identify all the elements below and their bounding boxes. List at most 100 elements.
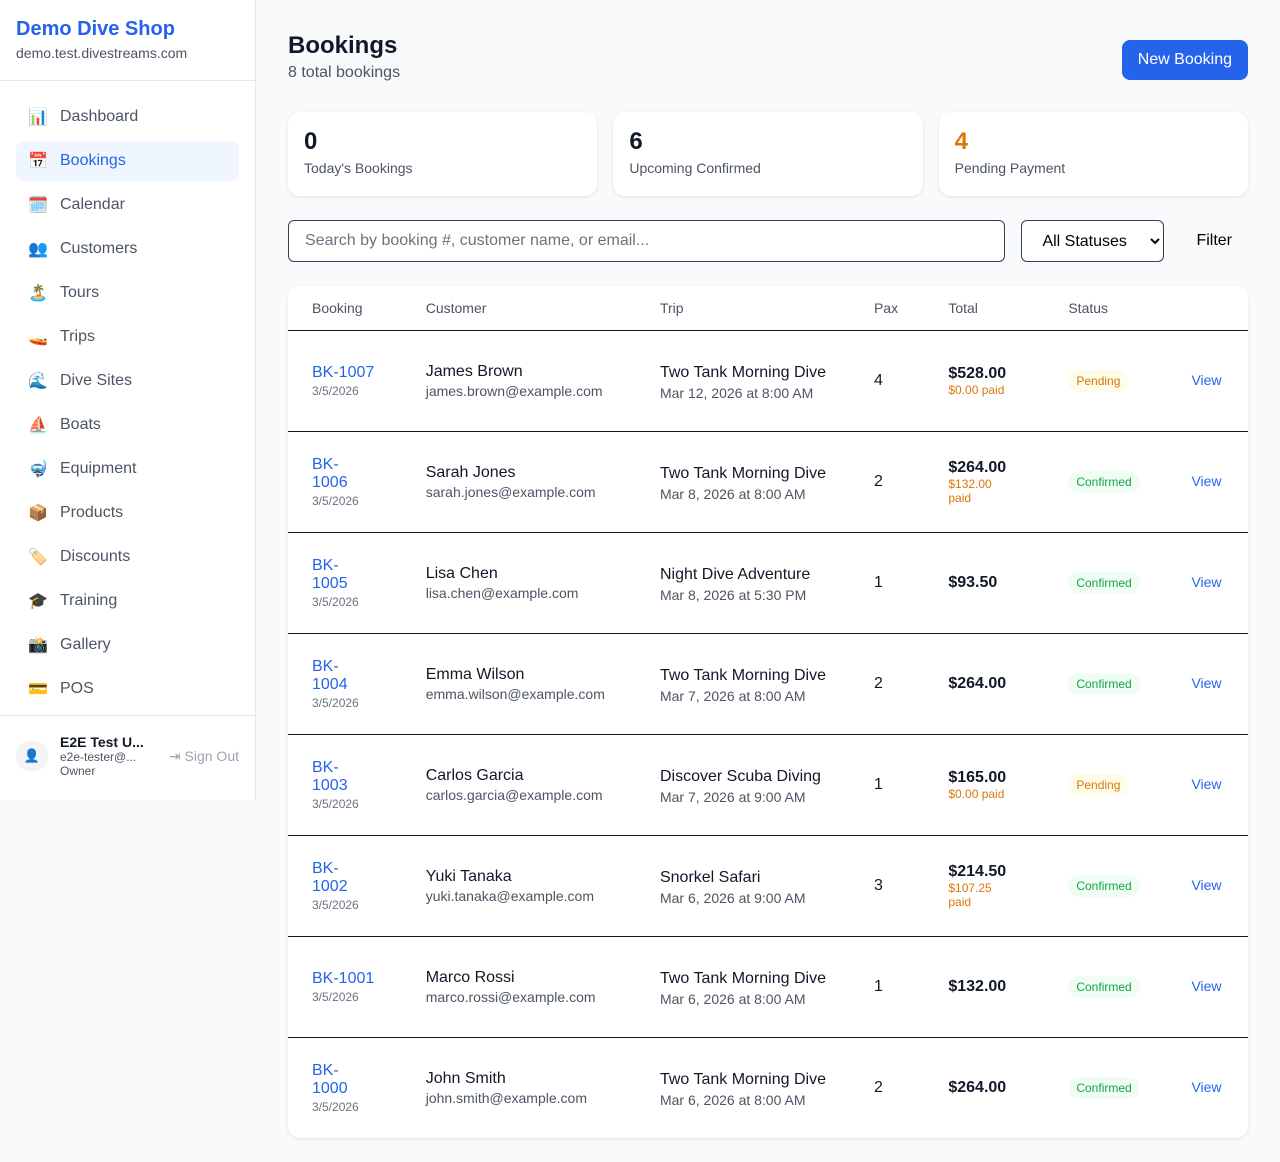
customer-name: James Brown: [425, 362, 523, 380]
view-link[interactable]: View: [1191, 371, 1222, 388]
user-icon: 👤: [16, 740, 48, 772]
training-icon: 🎓: [28, 593, 48, 610]
stats-row: 0 Today's Bookings 6 Upcoming Confirmed 4 Pen…: [288, 112, 1248, 196]
sidebar-item-gallery[interactable]: 📸 Gallery: [16, 625, 239, 665]
trip-name: Night Dive Adventure: [659, 565, 811, 583]
booking-id-link[interactable]: BK-1001: [312, 969, 375, 987]
sidebar-item-dashboard[interactable]: 📊 Dashboard: [16, 97, 239, 137]
view-link[interactable]: View: [1191, 573, 1222, 590]
sidebar-item-products[interactable]: 📦 Products: [16, 493, 239, 533]
booking-id-link[interactable]: BK-1003: [312, 758, 348, 794]
trip-date: Mar 12, 2026 at 8:00 AM: [659, 384, 814, 401]
sidebar-item-label: POS: [60, 680, 94, 697]
paid-amount: $107.25 paid: [948, 880, 992, 909]
sidebar-item-label: Bookings: [60, 152, 126, 169]
pax: 2: [849, 431, 925, 533]
status-badge: Confirmed: [1068, 571, 1140, 594]
sidebar-item-label: Calendar: [60, 196, 125, 213]
stat-label: Upcoming Confirmed: [629, 160, 761, 176]
customer-name: Lisa Chen: [425, 564, 498, 582]
customers-icon: 👥: [28, 241, 48, 258]
view-link[interactable]: View: [1191, 1078, 1222, 1095]
total: $528.00: [948, 364, 1007, 382]
status-select[interactable]: All Statuses: [1021, 220, 1165, 262]
table-row: BK-1005 3/5/2026 Lisa Chen lisa.chen@examp…: [288, 532, 1248, 634]
paid-amount: $132.00 paid: [948, 476, 992, 505]
sidebar-item-boats[interactable]: ⛵ Boats: [16, 405, 239, 445]
sidebar-item-dive-sites[interactable]: 🌊 Dive Sites: [16, 361, 239, 401]
column-header: Status: [1044, 286, 1168, 331]
trip-date: Mar 8, 2026 at 5:30 PM: [659, 586, 807, 603]
sign-out-icon: ⇥: [168, 747, 185, 764]
sidebar-item-trips[interactable]: 🚤 Trips: [16, 317, 239, 357]
booking-id-link[interactable]: BK-1004: [312, 657, 348, 693]
trip-name: Two Tank Morning Dive: [659, 464, 826, 482]
sidebar-item-discounts[interactable]: 🏷️ Discounts: [16, 537, 239, 577]
new-booking-button[interactable]: New Booking: [1121, 40, 1248, 80]
filter-button[interactable]: Filter: [1180, 232, 1248, 250]
booking-id-link[interactable]: BK-1007: [312, 363, 375, 381]
customer-email: yuki.tanaka@example.com: [425, 887, 594, 904]
sidebar-item-label: Equipment: [60, 460, 137, 477]
booking-date: 3/5/2026: [312, 383, 359, 398]
trip-date: Mar 6, 2026 at 8:00 AM: [659, 990, 806, 1007]
total: $264.00: [948, 674, 1007, 692]
bookings-table: Booking Customer Trip Pax Total Status BK-100…: [288, 286, 1248, 1138]
shop-name[interactable]: Demo Dive Shop: [16, 18, 175, 40]
trip-date: Mar 7, 2026 at 8:00 AM: [659, 687, 806, 704]
view-link[interactable]: View: [1191, 977, 1222, 994]
sidebar-item-pos[interactable]: 💳 POS: [16, 669, 239, 709]
trip-name: Snorkel Safari: [659, 868, 761, 886]
search-input[interactable]: [288, 220, 1006, 262]
customer-email: emma.wilson@example.com: [425, 685, 605, 702]
view-link[interactable]: View: [1191, 876, 1222, 893]
status-badge: Confirmed: [1068, 874, 1140, 897]
booking-date: 3/5/2026: [312, 989, 359, 1004]
view-link[interactable]: View: [1191, 674, 1222, 691]
booking-id-link[interactable]: BK-1002: [312, 859, 348, 895]
main-content: Bookings 8 total bookings New Booking 0 T…: [288, 32, 1248, 1138]
view-link[interactable]: View: [1191, 472, 1222, 489]
column-header: Booking: [288, 286, 402, 331]
user-name: E2E Test U...: [60, 734, 144, 750]
user-panel: 👤 E2E Test U... e2e-tester@... Owner ⇥ S…: [0, 715, 255, 796]
sidebar-item-calendar[interactable]: 🗓️ Calendar: [16, 185, 239, 225]
booking-date: 3/5/2026: [312, 796, 359, 811]
status-badge: Pending: [1068, 369, 1129, 392]
brand: Demo Dive Shop demo.test.divestreams.com: [0, 0, 255, 81]
customer-name: Emma Wilson: [425, 665, 525, 683]
user-email: e2e-tester@...: [60, 750, 137, 764]
dive-sites-icon: 🌊: [28, 373, 48, 390]
sidebar-item-bookings[interactable]: 📅 Bookings: [16, 141, 239, 181]
customer-name: Yuki Tanaka: [425, 867, 512, 885]
bookings-icon: 📅: [28, 153, 48, 170]
customer-email: carlos.garcia@example.com: [425, 786, 603, 803]
dashboard-icon: 📊: [28, 109, 48, 126]
equipment-icon: 🤿: [28, 461, 48, 478]
trip-name: Two Tank Morning Dive: [659, 1070, 826, 1088]
customer-email: john.smith@example.com: [425, 1089, 587, 1106]
trip-name: Two Tank Morning Dive: [659, 969, 826, 987]
sign-out-button[interactable]: ⇥ Sign Out: [169, 748, 239, 765]
sidebar-item-training[interactable]: 🎓 Training: [16, 581, 239, 621]
sidebar: Demo Dive Shop demo.test.divestreams.com…: [0, 0, 256, 800]
calendar-icon: 🗓️: [28, 197, 48, 214]
table-row: BK-1001 3/5/2026 Marco Rossi marco.rossi@e…: [288, 936, 1248, 1038]
sidebar-item-tours[interactable]: 🏝️ Tours: [16, 273, 239, 313]
total: $132.00: [948, 977, 1007, 995]
sidebar-item-customers[interactable]: 👥 Customers: [16, 229, 239, 269]
booking-id-link[interactable]: BK-1006: [312, 455, 348, 491]
customer-name: John Smith: [425, 1069, 506, 1087]
booking-id-link[interactable]: BK-1000: [312, 1061, 348, 1097]
table-row: BK-1002 3/5/2026 Yuki Tanaka yuki.tanaka@e…: [288, 835, 1248, 937]
sidebar-item-equipment[interactable]: 🤿 Equipment: [16, 449, 239, 489]
booking-id-link[interactable]: BK-1005: [312, 556, 348, 592]
total: $165.00: [948, 768, 1007, 786]
status-badge: Confirmed: [1068, 1076, 1140, 1099]
table-row: BK-1004 3/5/2026 Emma Wilson emma.wilson@e…: [288, 633, 1248, 735]
view-link[interactable]: View: [1191, 775, 1222, 792]
sidebar-item-label: Customers: [60, 240, 138, 257]
pos-icon: 💳: [28, 681, 48, 698]
sidebar-item-label: Dashboard: [60, 108, 139, 125]
stat-card: 4 Pending Payment: [938, 112, 1248, 196]
